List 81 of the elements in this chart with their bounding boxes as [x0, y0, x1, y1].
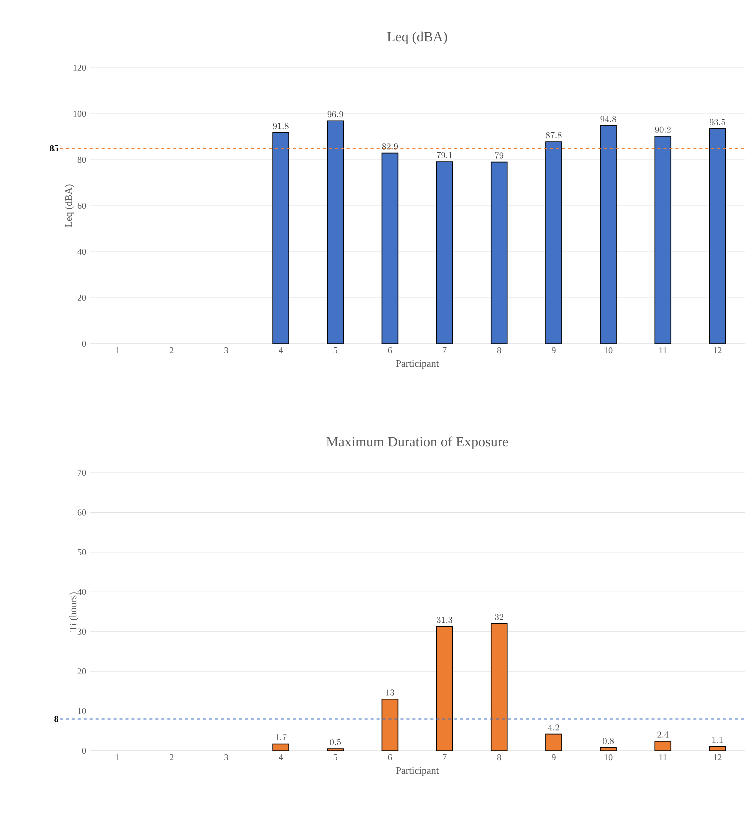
bar: [327, 120, 344, 344]
x-tick-label: 1: [116, 754, 120, 760]
ref-line-label: 85: [50, 145, 58, 152]
x-tick-label: 7: [443, 348, 447, 354]
x-tick-label: 9: [552, 754, 556, 761]
x-tick-label: 5: [334, 754, 338, 760]
x-axis-title: Participant: [396, 767, 440, 776]
x-axis-title: Participant: [396, 360, 440, 370]
x-tick-label: 2: [170, 754, 174, 760]
x-tick-label: 6: [388, 754, 392, 761]
data-label: 13: [386, 690, 394, 696]
y-tick-label: 0: [82, 340, 86, 348]
bar: [654, 136, 672, 344]
bar: [546, 734, 562, 752]
y-tick-label: 40: [78, 589, 86, 596]
y-tick-label: 30: [78, 628, 86, 635]
y-tick-label: 120: [74, 64, 86, 72]
y-tick-label: 60: [78, 510, 86, 516]
x-tick-label: 5: [334, 348, 338, 354]
data-label: 79: [495, 152, 504, 159]
data-label: 1 . 1: [712, 736, 723, 743]
bar: [436, 162, 454, 344]
bar: [600, 747, 617, 752]
y-tick-label: 20: [78, 668, 86, 675]
data-label: 96.9: [328, 111, 344, 118]
data-label: 94.8: [600, 116, 616, 122]
data-label: 32: [495, 614, 504, 620]
y-tick-label: 100: [74, 110, 86, 118]
bar: [600, 126, 617, 344]
x-tick-label: 12: [714, 754, 722, 760]
x-tick-label: 3: [224, 348, 228, 354]
x-tick-label: 12: [714, 348, 722, 354]
x-tick-label: 2: [170, 348, 174, 354]
data-label: 91 .8: [273, 123, 289, 130]
chart-title: Leq (dBA): [388, 32, 448, 44]
y-tick-label: 10: [78, 708, 86, 714]
y-tick-label: 40: [78, 248, 86, 256]
bar: [382, 152, 399, 344]
x-tick-label: 1: [116, 348, 120, 354]
y-tick-label: 60: [78, 202, 86, 210]
y-tick-label: 50: [78, 549, 86, 556]
bar: [436, 626, 454, 752]
data-label: 0.8: [603, 738, 614, 744]
x-tick-label: 10: [604, 348, 613, 354]
x-tick-label: 11: [660, 348, 667, 354]
bar: [546, 142, 562, 344]
data-label: 1 .7: [276, 734, 287, 741]
x-tick-label: 8: [497, 348, 502, 354]
y-axis-title: Ti (hours): [70, 592, 79, 632]
bar: [709, 746, 726, 752]
bar: [490, 162, 508, 344]
data-label: 90.2: [655, 126, 671, 134]
data-label: 0.5: [330, 739, 342, 746]
data-label: 2.4: [658, 732, 669, 738]
data-label: 4.2: [548, 724, 560, 731]
x-tick-label: 3: [224, 754, 228, 761]
x-tick-label: 4: [278, 754, 284, 760]
bar: [709, 128, 726, 344]
x-tick-label: 10: [604, 754, 613, 761]
bar: [490, 624, 508, 752]
x-tick-label: 6: [388, 348, 392, 354]
x-tick-label: 4: [278, 348, 284, 354]
y-axis-title: Leq (dBA): [65, 184, 74, 228]
y-tick-label: 70: [78, 470, 86, 476]
bar: [272, 744, 290, 752]
y-tick-label: 20: [78, 294, 86, 302]
bar: [382, 698, 399, 752]
x-tick-label: 7: [443, 754, 447, 760]
bar: [272, 132, 290, 344]
y-tick-label: 0: [82, 748, 86, 754]
x-tick-label: 11: [660, 754, 667, 760]
x-tick-label: 9: [552, 348, 556, 354]
bar: [654, 741, 672, 752]
chart-title: Maximum Duration of Exposure: [326, 436, 508, 450]
data-label: 87.8: [546, 132, 562, 139]
data-label: 31 .3: [436, 617, 453, 624]
data-label: 79. 1: [437, 152, 452, 159]
ref-line-label: 8: [54, 716, 59, 722]
data-label: 93.5: [710, 119, 726, 126]
x-tick-label: 8: [497, 754, 502, 761]
y-tick-label: 80: [78, 156, 86, 164]
